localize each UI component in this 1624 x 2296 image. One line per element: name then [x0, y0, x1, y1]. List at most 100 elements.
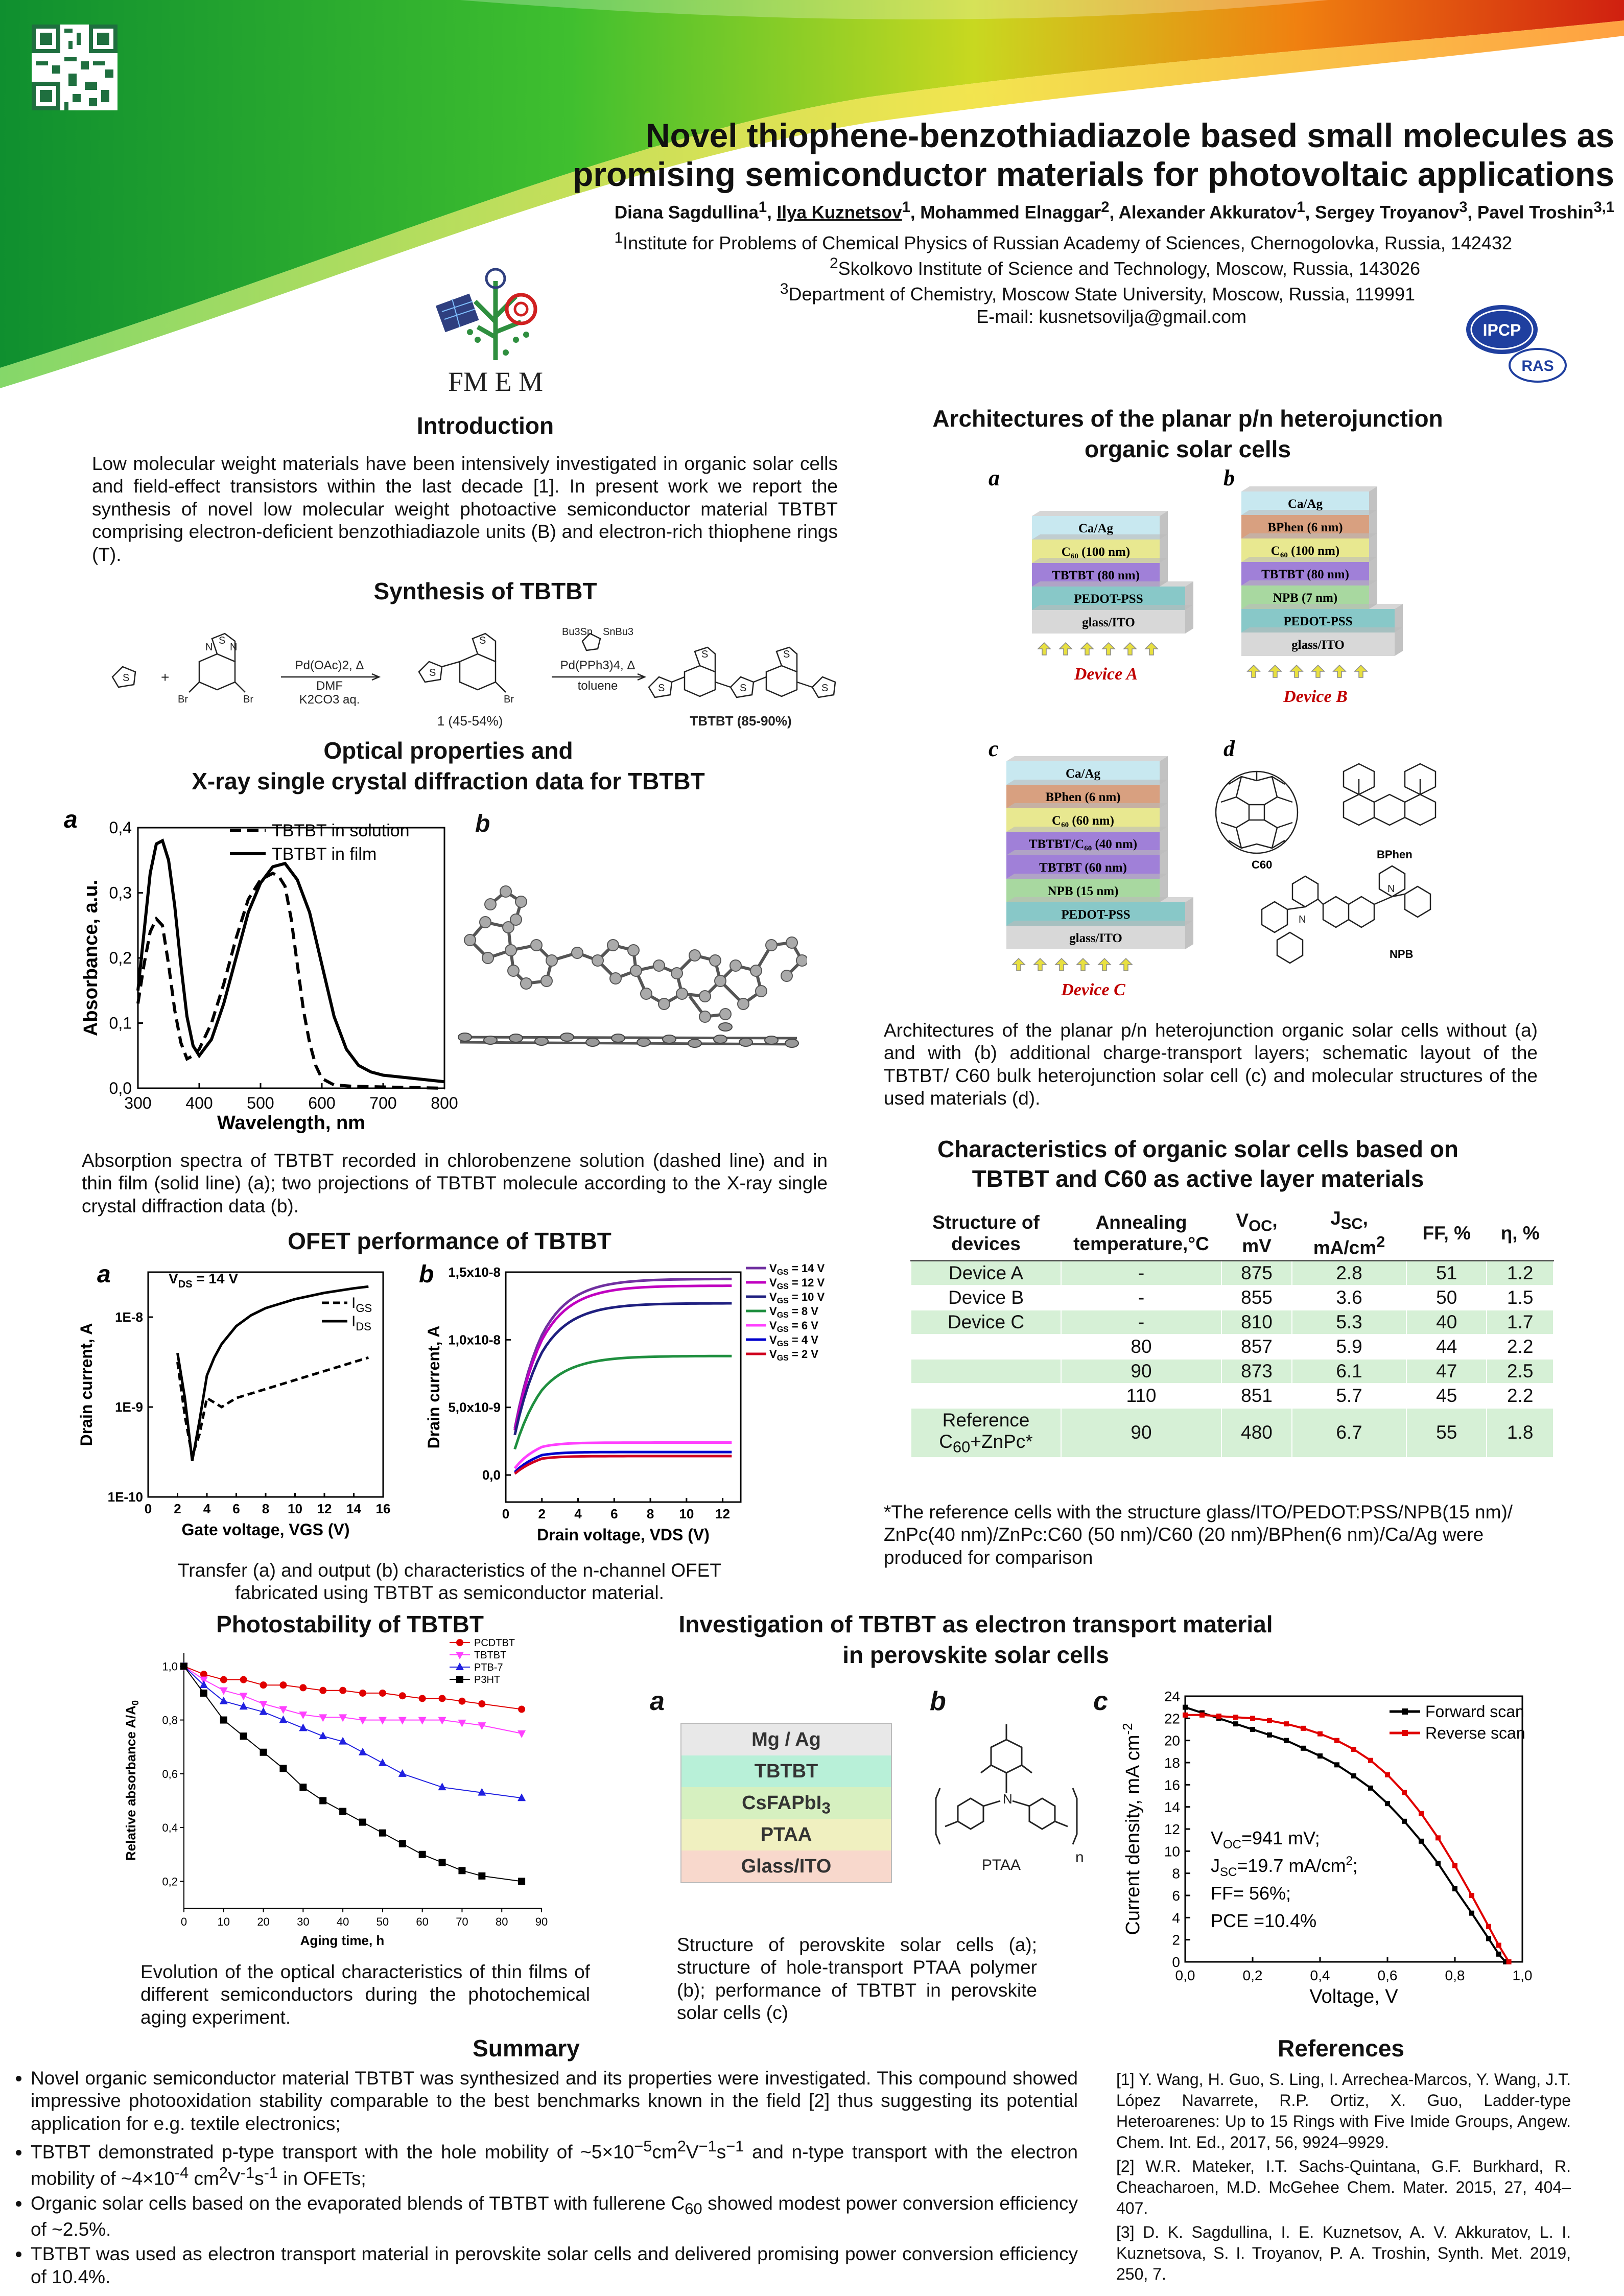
table-cell: 1.8	[1486, 1407, 1554, 1459]
light-arrow-icon	[1289, 664, 1304, 678]
stack-layer-label: BPhen (6 nm)	[1045, 790, 1120, 804]
layer-side	[1160, 803, 1168, 832]
email[interactable]: E-mail: kusnetsovilja@gmail.com	[976, 306, 1246, 327]
data-point	[398, 1769, 407, 1777]
data-point	[239, 1693, 248, 1701]
legend-label: VGS = 10 V	[769, 1291, 825, 1305]
table-cell: 45	[1406, 1383, 1488, 1409]
y-tick-label: 22	[1164, 1711, 1180, 1726]
layer-top	[1241, 604, 1403, 609]
x-tick-label: 0,0	[1175, 1967, 1195, 1983]
ras-text: RAS	[1521, 358, 1554, 374]
npb-label: NPB	[1390, 948, 1413, 960]
legend-label: PTB-7	[474, 1662, 503, 1673]
table-row: 110 851 5.7 45 2.2	[910, 1383, 1554, 1409]
data-point	[398, 1840, 406, 1847]
layer-side	[1185, 605, 1193, 634]
table-cell: Device A	[910, 1260, 1062, 1286]
layer-side	[1369, 580, 1377, 609]
light-arrow-icon	[1144, 642, 1159, 655]
device-b-name: Device B	[1283, 687, 1348, 706]
data-point	[438, 1783, 446, 1791]
qr-code[interactable]	[32, 25, 117, 110]
data-point	[219, 1696, 228, 1704]
introduction-heading: Introduction	[416, 412, 554, 439]
data-point	[240, 1732, 247, 1740]
table-cell: 1.2	[1486, 1260, 1554, 1286]
affiliation-2: 2Skolkovo Institute of Science and Techn…	[829, 254, 1420, 279]
data-point	[1334, 1738, 1339, 1743]
data-point	[1284, 1738, 1289, 1743]
author-sup: 1	[758, 199, 767, 216]
y-tick-label: 0,8	[162, 1714, 178, 1727]
data-point	[438, 1695, 446, 1702]
x-axis-label: Aging time, h	[300, 1933, 385, 1948]
header-swoosh	[0, 0, 1624, 388]
svg-text:Br: Br	[504, 694, 514, 705]
y-tick-label: 4	[1172, 1910, 1180, 1926]
data-point	[319, 1731, 327, 1740]
table-cell: 110	[1061, 1383, 1222, 1409]
x-tick-label: 10	[288, 1501, 302, 1516]
x-tick-label: 6	[232, 1501, 240, 1516]
reagent2-mid: Pd(PPh3)4, Δ	[560, 659, 636, 672]
col-ff: FF, %	[1406, 1205, 1488, 1261]
table-cell: 6.1	[1291, 1358, 1407, 1384]
y-tick-label: 2	[1172, 1932, 1180, 1948]
data-point	[458, 1697, 466, 1705]
table-cell: 2.2	[1486, 1383, 1554, 1409]
jv-chart: 0,0 0,2 0,4 0,6 0,8 1,0024681012141618202224V…	[1120, 1689, 1532, 2007]
data-point	[299, 1723, 308, 1731]
y-tick-label: 1E-9	[115, 1399, 143, 1415]
data-point	[339, 1737, 347, 1745]
affiliation-1: 1Institute for Problems of Chemical Phys…	[614, 229, 1512, 253]
device-c-panel: c	[988, 736, 999, 761]
light-arrow-icon	[1246, 664, 1261, 678]
data-point	[378, 1717, 387, 1725]
table-cell: 90	[1061, 1407, 1222, 1459]
plot-frame	[505, 1271, 742, 1503]
table-cell: 873	[1220, 1358, 1293, 1384]
y-tick-label: 1E-8	[115, 1309, 143, 1325]
stack-layer-label: Ca/Ag	[1078, 522, 1114, 535]
data-point	[456, 1676, 463, 1683]
architectures-heading-2: organic solar cells	[1085, 436, 1291, 462]
x-tick-label: 30	[297, 1915, 309, 1928]
data-point	[1183, 1712, 1188, 1718]
light-arrow-icon	[1332, 664, 1347, 678]
stack-layer-label: PEDOT-PSS	[1061, 908, 1130, 922]
optical-heading-1: Optical properties and	[323, 737, 573, 764]
perovskite-panel-a: a	[650, 1686, 665, 1716]
table-cell: Device C	[910, 1309, 1062, 1335]
pv-layer-mgag: Mg / Ag	[681, 1724, 891, 1755]
table-row: 80 857 5.9 44 2.2	[910, 1333, 1554, 1360]
data-point	[1216, 1714, 1221, 1719]
data-point	[260, 1748, 267, 1756]
data-point	[359, 1747, 367, 1755]
data-point	[199, 1680, 208, 1689]
synthesis-plus: +	[161, 669, 169, 685]
table-cell: 47	[1406, 1358, 1488, 1384]
stack-layer	[1241, 632, 1395, 656]
layer-side	[1395, 627, 1403, 656]
data-point	[1183, 1704, 1188, 1710]
layer-side	[1395, 604, 1403, 632]
data-point	[240, 1676, 247, 1683]
x-tick-label: 12	[715, 1506, 730, 1521]
data-point	[398, 1717, 407, 1725]
transfer-chart: 0 2 4 6 8 10 12 14 16 1E-10 1E-9 1E-8 Gate voltage, …	[77, 1261, 390, 1539]
table-cell: 44	[1406, 1333, 1488, 1360]
layer-side	[1185, 581, 1193, 610]
table-cell: 851	[1220, 1383, 1293, 1409]
table-cell: Device B	[910, 1284, 1062, 1310]
x-tick-label: 0,8	[1445, 1967, 1465, 1983]
data-point	[359, 1717, 367, 1725]
fmem-logo: FM E M	[435, 268, 543, 397]
x-tick-label: 40	[337, 1915, 349, 1928]
data-point	[200, 1671, 207, 1678]
data-point	[1469, 1893, 1474, 1898]
characteristics-heading-2: TBTBT and C60 as active layer materials	[972, 1165, 1424, 1192]
table-cell: 5.9	[1291, 1333, 1407, 1360]
table-cell: 2.5	[1486, 1358, 1554, 1384]
x-tick-label: 10	[679, 1506, 694, 1521]
